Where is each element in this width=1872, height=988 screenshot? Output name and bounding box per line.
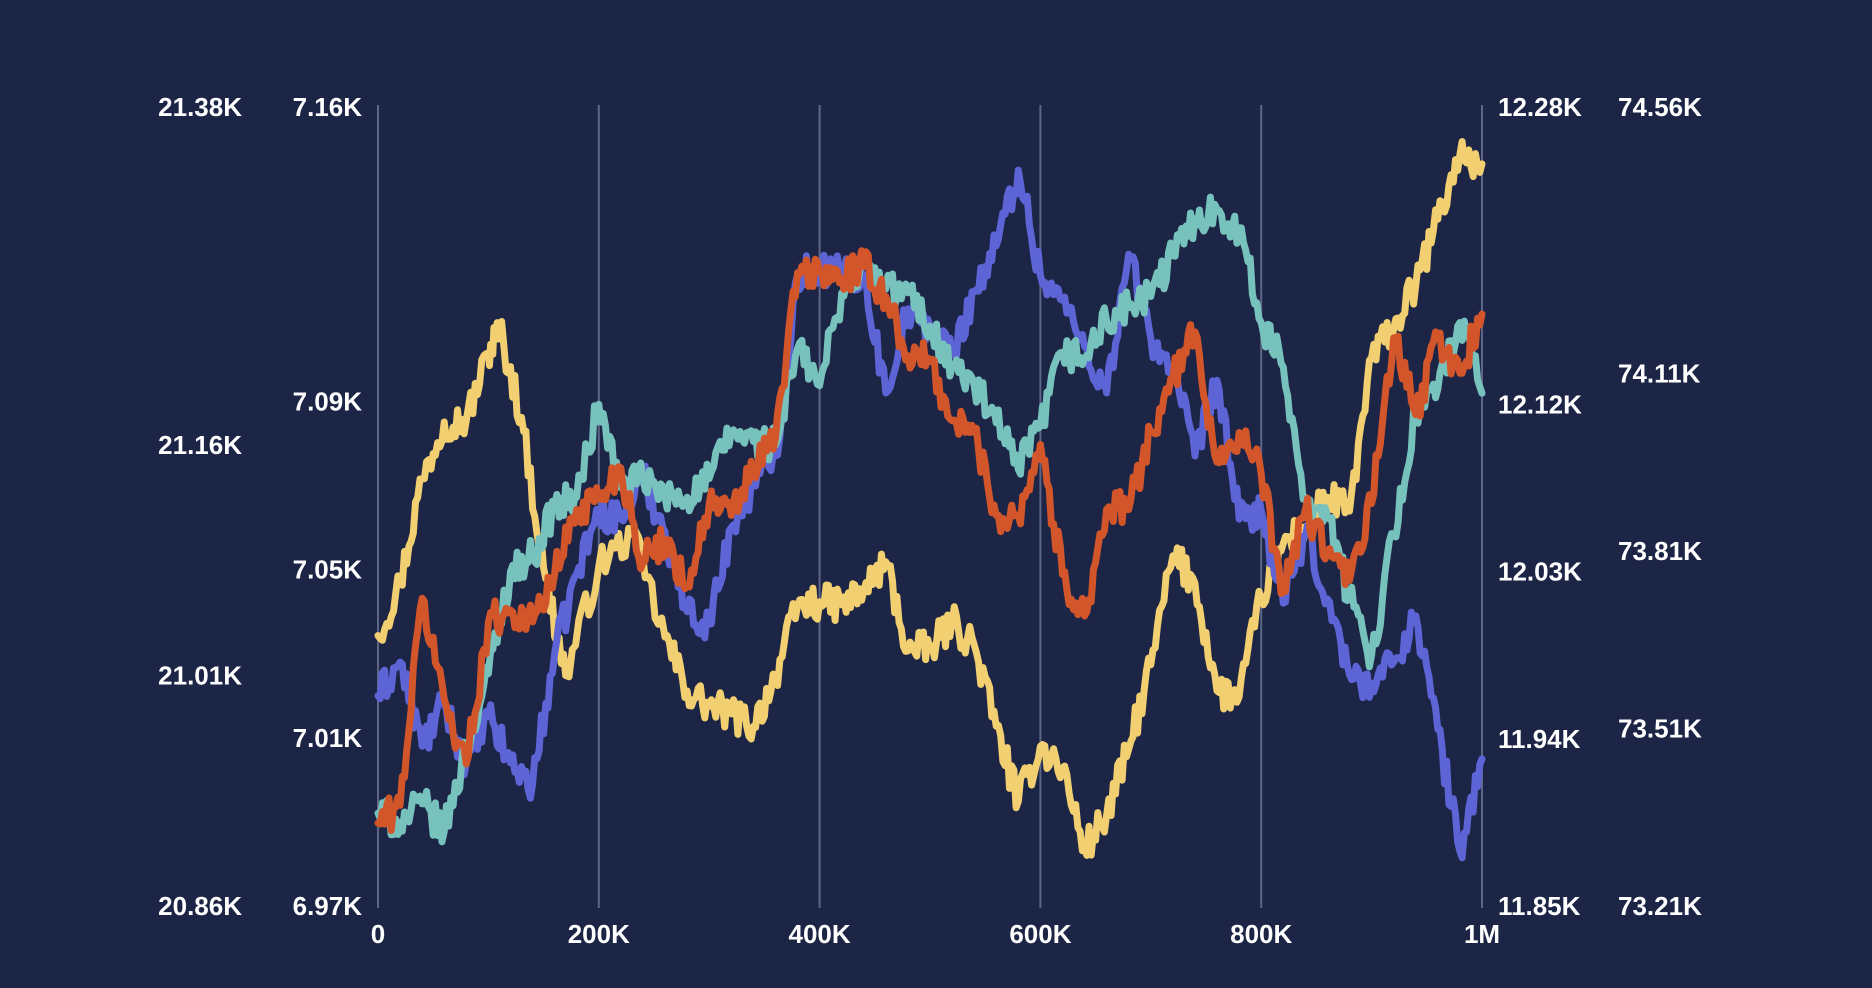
x-axis-tick-labels: 0 200K 400K 600K 800K 1M: [371, 919, 1500, 949]
y-tick-label-left-inner: 7.05K: [293, 555, 363, 585]
series-line-right-outer: [374, 247, 1486, 834]
y-tick-label-left-outer: 20.86K: [158, 891, 242, 921]
y-tick-label-left-inner: 7.09K: [293, 386, 363, 416]
y-tick-label-left-outer: 21.01K: [158, 661, 242, 691]
y-tick-label-right-inner: 11.85K: [1498, 891, 1581, 921]
y-tick-label-right-outer: 73.21K: [1618, 891, 1702, 921]
series-line-left-outer: [374, 138, 1486, 859]
y-tick-label-right-outer: 73.51K: [1618, 713, 1702, 743]
y-tick-label-left-inner: 6.97K: [293, 891, 363, 921]
y-tick-label-right-inner: 12.28K: [1498, 92, 1582, 122]
x-tick-label: 200K: [568, 919, 630, 949]
y-tick-label-right-inner: 12.03K: [1498, 557, 1582, 587]
y-axes-tick-labels: 20.86K 21.01K 21.16K 21.38K 6.97K 7.01K 7.05K 7…: [158, 92, 1702, 921]
y-tick-label-right-inner: 12.12K: [1498, 389, 1582, 419]
y-tick-label-right-outer: 74.11K: [1618, 358, 1701, 388]
x-tick-label: 400K: [789, 919, 851, 949]
y-tick-label-left-inner: 7.01K: [293, 723, 363, 753]
series-line-right-inner: [374, 193, 1486, 846]
series-lines: [374, 138, 1486, 862]
y-tick-label-right-outer: 74.56K: [1618, 92, 1702, 122]
x-tick-label: 0: [371, 919, 385, 949]
y-tick-label-right-inner: 11.94K: [1498, 724, 1581, 754]
y-tick-label-left-outer: 21.38K: [158, 92, 242, 122]
x-tick-label: 800K: [1230, 919, 1292, 949]
y-tick-label-right-outer: 73.81K: [1618, 536, 1702, 566]
x-tick-label: 600K: [1009, 919, 1071, 949]
x-tick-label: 1M: [1464, 919, 1500, 949]
y-tick-label-left-outer: 21.16K: [158, 430, 242, 460]
y-tick-label-left-inner: 7.16K: [293, 92, 363, 122]
